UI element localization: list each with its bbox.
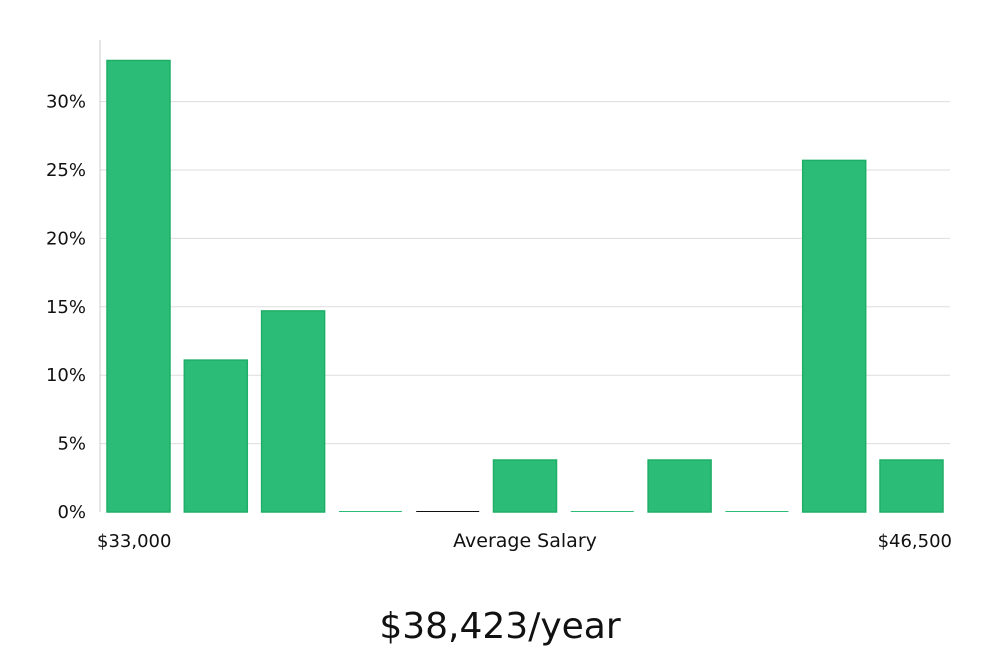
bar-bin-3 [260,310,326,513]
bar-bin-10 [801,159,867,513]
x-axis-title: Average Salary [453,530,597,552]
y-tick-label: 20% [46,228,86,249]
bar-bin-4 [338,511,402,512]
bar-bin-1 [106,59,171,513]
bar-bin-2 [183,359,249,513]
y-tick-label: 0% [57,502,86,523]
y-tick-label: 25% [46,160,86,181]
bar-bin-6 [492,459,558,513]
bars [106,59,944,513]
bar-bin-7 [570,511,634,512]
y-axis-tick-labels: 0% 5% 10% 15% 20% 25% 30% [46,92,86,523]
bar-bin-9 [725,511,789,512]
x-axis-max-label: $46,500 [878,531,952,552]
y-tick-label: 5% [57,434,86,455]
bar-bin-11 [879,459,944,513]
y-tick-label: 15% [46,297,86,318]
bar-bin-8 [647,459,712,513]
y-tick-label: 30% [46,92,86,113]
x-axis-min-label: $33,000 [97,531,171,552]
bar-bin-5 [416,511,480,512]
salary-histogram: 0% 5% 10% 15% 20% 25% 30% $33,000 Average Sala… [46,40,952,552]
y-tick-label: 10% [46,365,86,386]
average-salary-headline: $38,423/year [379,606,621,647]
